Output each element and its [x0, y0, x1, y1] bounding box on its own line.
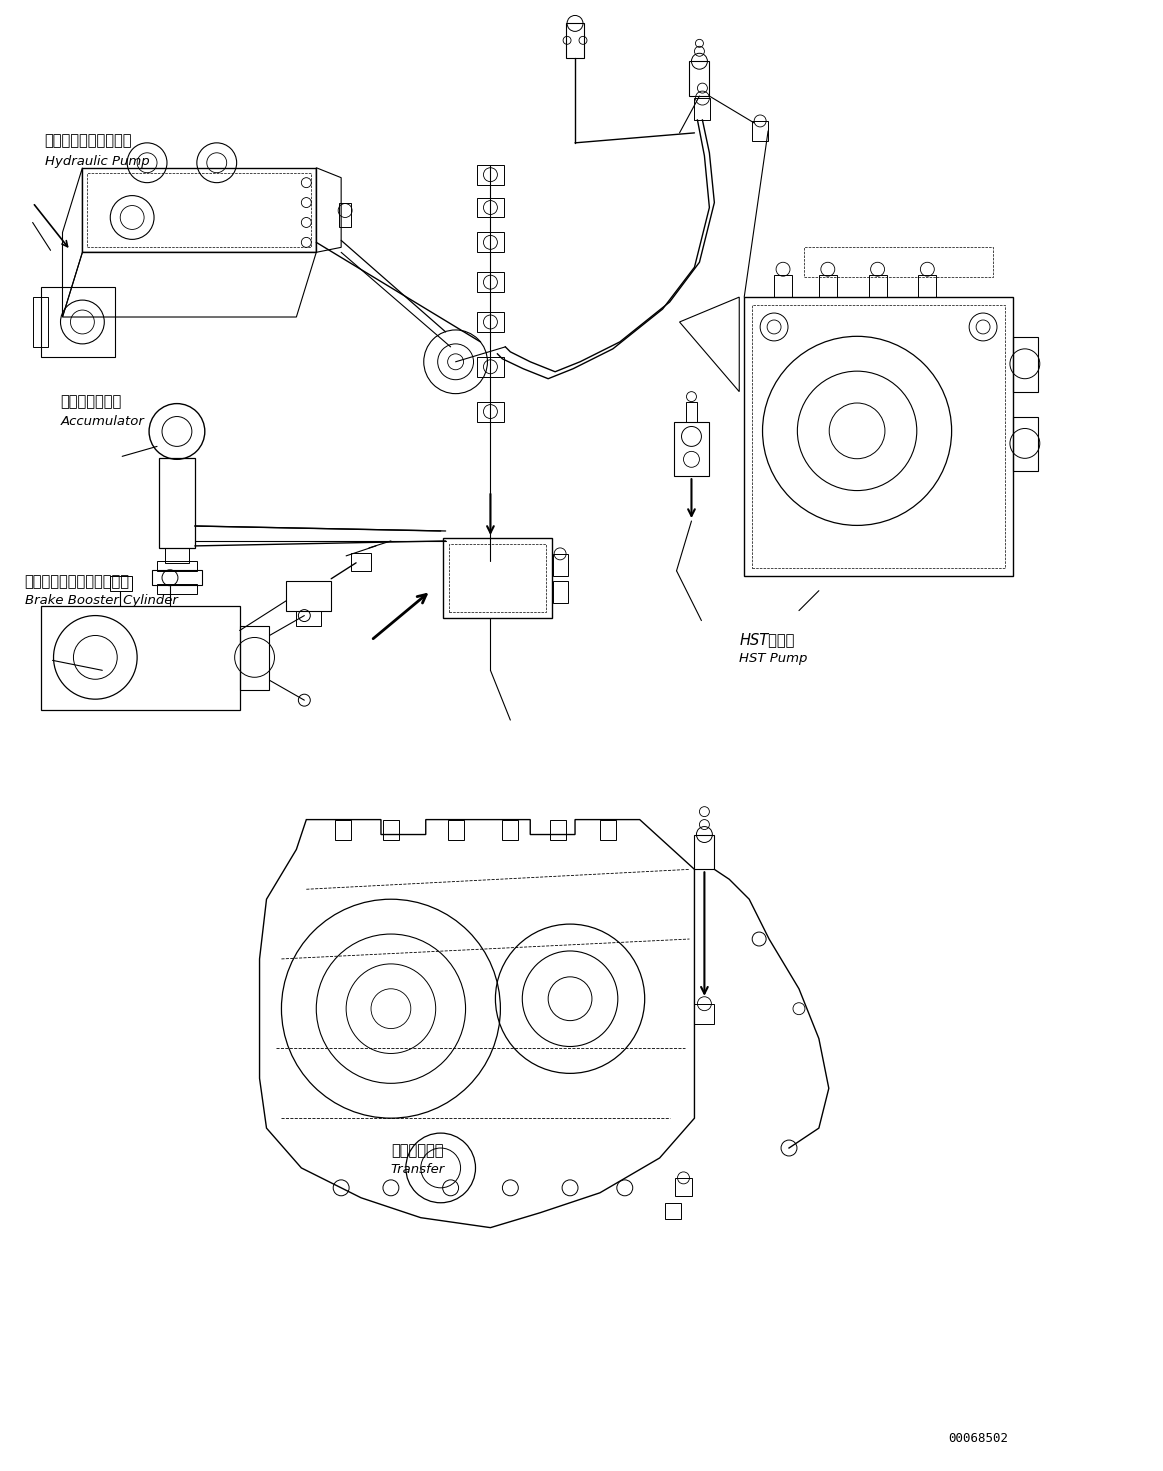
Bar [41, 287, 115, 357]
Bar [165, 547, 188, 563]
Bar [694, 1003, 714, 1024]
Bar [554, 555, 568, 575]
Text: Hydraulic Pump: Hydraulic Pump [44, 154, 149, 168]
Bar [752, 304, 1005, 568]
Bar [775, 275, 792, 297]
Bar [744, 297, 1013, 575]
Bar [1013, 337, 1037, 391]
Bar [110, 575, 133, 591]
Bar [240, 625, 270, 690]
Bar [477, 272, 505, 293]
Text: ブレーキブースタシリンダ: ブレーキブースタシリンダ [24, 574, 129, 588]
Text: Transfer: Transfer [391, 1164, 445, 1175]
Bar [554, 581, 568, 603]
Bar [694, 99, 711, 121]
Bar [41, 606, 240, 710]
Bar [675, 1178, 692, 1196]
Bar [752, 121, 768, 141]
Bar [157, 584, 197, 594]
Bar [869, 275, 886, 297]
Bar [1013, 416, 1037, 471]
Bar [383, 819, 399, 840]
Bar [286, 581, 331, 610]
Bar [152, 569, 202, 585]
Bar [477, 357, 505, 377]
Bar [664, 1203, 680, 1218]
Bar [550, 819, 566, 840]
Bar [443, 538, 552, 618]
Bar [87, 172, 312, 247]
Text: Brake Booster Cylinder: Brake Booster Cylinder [24, 594, 178, 606]
Bar [502, 819, 519, 840]
Text: HST Pump: HST Pump [740, 653, 807, 665]
Bar [685, 402, 698, 422]
Text: Accumulator: Accumulator [60, 415, 144, 428]
Bar [694, 834, 714, 869]
Bar [600, 819, 616, 840]
Bar [159, 459, 195, 547]
Bar [477, 232, 505, 253]
Bar [33, 297, 48, 347]
Bar [477, 197, 505, 218]
Bar [673, 422, 709, 477]
Bar [448, 819, 464, 840]
Bar [477, 165, 505, 185]
Text: ハイドロリックボンプ: ハイドロリックボンプ [44, 132, 133, 149]
Bar [335, 819, 351, 840]
Bar [477, 402, 505, 422]
Bar [819, 275, 836, 297]
Bar [351, 553, 371, 571]
Text: 00068502: 00068502 [948, 1431, 1008, 1445]
Bar [919, 275, 936, 297]
Bar [449, 544, 547, 612]
Bar [566, 24, 584, 59]
Text: トランスファ: トランスファ [391, 1143, 443, 1158]
Bar [297, 610, 321, 625]
Bar [157, 560, 197, 571]
Bar [340, 203, 351, 228]
Bar [690, 62, 709, 96]
Bar [477, 312, 505, 332]
Text: HSTボンプ: HSTボンプ [740, 633, 794, 647]
Bar [804, 247, 993, 277]
Text: アキュムレータ: アキュムレータ [60, 394, 122, 409]
